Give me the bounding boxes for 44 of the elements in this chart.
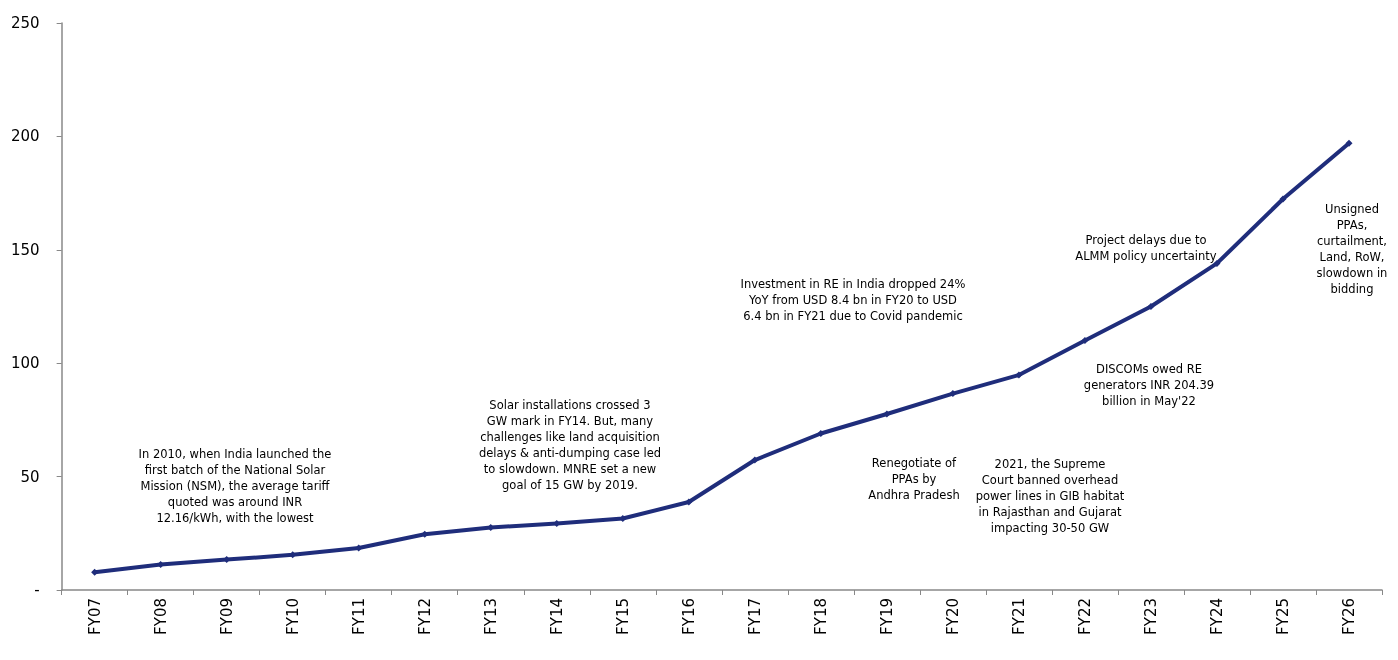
x-tick-label: FY19: [877, 598, 896, 635]
x-tick-label: FY07: [85, 598, 104, 635]
x-tick-label: FY09: [217, 598, 236, 635]
x-tick-label: FY14: [547, 598, 566, 635]
x-tick-label: FY23: [1141, 598, 1160, 635]
x-tick-label: FY20: [943, 598, 962, 635]
annotation: Renegotiate of PPAs by Andhra Pradesh: [868, 456, 960, 502]
annotation: Unsigned PPAs, curtailment, Land, RoW, slowdown in bidding: [1316, 202, 1388, 296]
x-tick-label: FY18: [811, 598, 830, 635]
x-tick-label: FY15: [613, 598, 632, 635]
annotation: DISCOMs owed RE generators INR 204.39 billion in May'22: [1083, 362, 1215, 408]
y-tick-label: -: [34, 581, 40, 599]
annotation: 2021, the Supreme Court banned overhead power lines in GIB habitat in Rajasthan and Gujarat impacting 30-50 GW: [975, 457, 1125, 535]
y-tick-label: 200: [10, 127, 40, 146]
point: [817, 430, 825, 438]
point: [1147, 303, 1155, 310]
annotation: In 2010, when India launched the first batch of the National Solar Mission (NSM), the average tariff quoted was around INR 12.16/kWh, with the lowest: [138, 447, 332, 525]
point: [883, 410, 891, 418]
x-tick-label: FY22: [1075, 598, 1094, 635]
y-tick-label: 250: [10, 14, 40, 32]
point: [751, 456, 759, 464]
annotation: Solar installations crossed 3 GW mark in FY14. But, many challenges like land acquisition delays & anti-dumping case led to slowdown. MNRE set a new goal of 15 GW by 2019.: [478, 398, 662, 492]
y-tick-label: 150: [10, 240, 40, 259]
point: [949, 390, 957, 398]
point: [685, 498, 693, 506]
x-tick-label: FY26: [1339, 598, 1358, 635]
x-tick-label: FY13: [481, 598, 500, 635]
y-tick-label: 50: [20, 467, 40, 486]
x-tick-label: FY25: [1273, 598, 1292, 635]
point: [1015, 371, 1023, 379]
x-tick-label: FY16: [679, 598, 698, 635]
x-tick-label: FY10: [283, 598, 302, 635]
x-tick-label: FY11: [349, 598, 368, 635]
annotation: Project delays due to ALMM policy uncertainty: [1075, 233, 1217, 263]
x-tick-label: FY17: [745, 598, 764, 635]
x-tick-label: FY08: [151, 598, 170, 635]
point: [1081, 337, 1089, 345]
y-tick-label: 100: [10, 354, 40, 373]
x-tick-label: FY24: [1207, 598, 1226, 635]
annotation: Investment in RE in India dropped 24% YoY from USD 8.4 bn in FY20 to USD 6.4 bn in FY21 due to Covid pandemic: [740, 277, 966, 323]
x-tick-label: FY21: [1009, 598, 1028, 635]
point: [1279, 195, 1287, 203]
point: [1345, 139, 1353, 147]
x-tick-label: FY12: [415, 598, 434, 635]
